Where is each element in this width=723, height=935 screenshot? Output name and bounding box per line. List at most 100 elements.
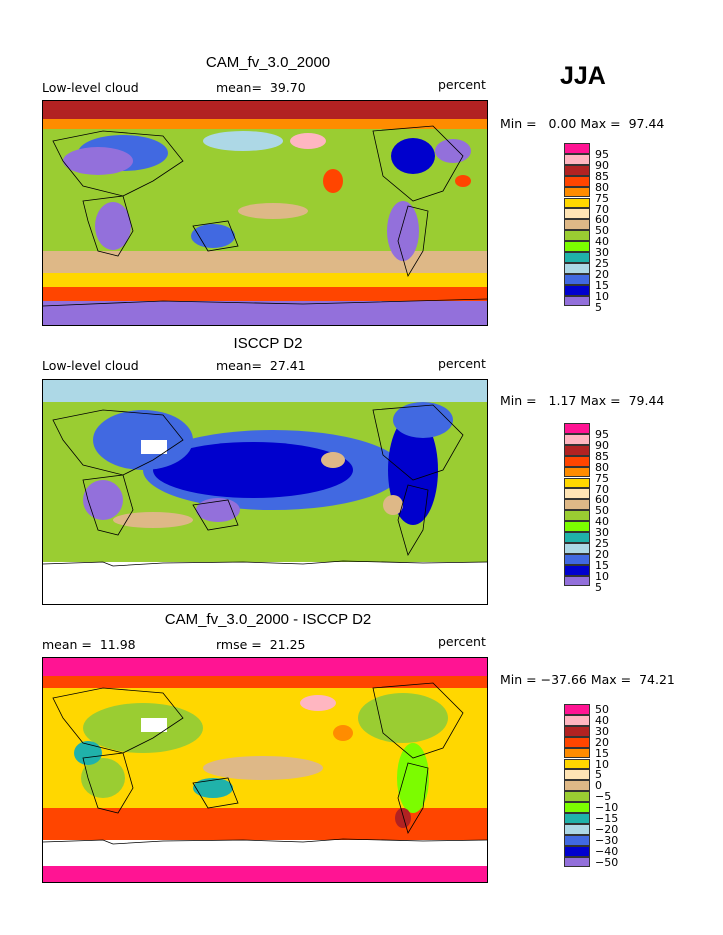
colorbar-swatch	[564, 736, 590, 748]
colorbar-swatch	[564, 802, 590, 813]
colorbar-label: 30	[595, 246, 609, 260]
panel-3-map-field	[43, 658, 487, 882]
colorbar-swatch	[564, 791, 590, 803]
colorbar-swatch	[564, 780, 590, 792]
colorbar-label: 40	[595, 713, 609, 727]
panel-3-rmse: rmse = 21.25	[216, 637, 306, 652]
panel-2-map	[42, 379, 488, 605]
colorbar-swatch	[564, 823, 590, 835]
panel-3-units: percent	[438, 634, 486, 649]
panel-3-minmax: Min = −37.66 Max = 74.21	[500, 672, 675, 687]
colorbar-label: 85	[595, 169, 609, 183]
colorbar-label: 95	[595, 428, 609, 441]
colorbar-swatch	[564, 295, 590, 307]
colorbar-label: 90	[595, 158, 609, 172]
colorbar-label: 20	[595, 547, 609, 561]
colorbar-swatch	[564, 143, 590, 154]
colorbar-label: 40	[595, 235, 609, 249]
panel-2-variable-label: Low-level cloud	[42, 358, 139, 373]
season-label: JJA	[560, 62, 606, 90]
panel-1-variable-label: Low-level cloud	[42, 80, 139, 95]
colorbar-swatch	[564, 553, 590, 565]
colorbar-label: 60	[595, 213, 609, 227]
colorbar-swatch	[564, 532, 590, 543]
panel-2-map-field	[43, 380, 487, 604]
panel-1-units: percent	[438, 77, 486, 92]
colorbar-swatch	[564, 704, 590, 715]
colorbar-swatch	[564, 164, 590, 176]
colorbar-label: 80	[595, 460, 609, 474]
colorbar-swatch	[564, 230, 590, 242]
colorbar-label: 15	[595, 278, 609, 292]
colorbar-label: 5	[595, 580, 602, 594]
colorbar-label: 90	[595, 438, 609, 452]
colorbar-swatch	[564, 813, 590, 824]
colorbar-label: 50	[595, 703, 609, 716]
colorbar-label: 25	[595, 537, 609, 550]
colorbar-label: 85	[595, 449, 609, 463]
colorbar-label: 80	[595, 180, 609, 194]
colorbar-swatch	[564, 521, 590, 532]
colorbar-swatch	[564, 433, 590, 445]
colorbar-label: 50	[595, 224, 609, 238]
colorbar-label: 10	[595, 569, 609, 583]
colorbar-swatch	[564, 769, 590, 781]
panel-1-map	[42, 100, 488, 326]
colorbar-label: −5	[595, 790, 612, 804]
colorbar-label: 40	[595, 515, 609, 529]
colorbar-swatch	[564, 197, 590, 209]
panel-2-minmax: Min = 1.17 Max = 79.44	[500, 393, 665, 408]
colorbar-label: −40	[595, 844, 619, 858]
colorbar-label: 30	[595, 526, 609, 540]
colorbar-label: −50	[595, 855, 619, 869]
panel-1-minmax: Min = 0.00 Max = 97.44	[500, 116, 665, 131]
colorbar-swatch	[564, 575, 590, 587]
colorbar-swatch	[564, 856, 590, 868]
colorbar-label: 70	[595, 202, 609, 216]
colorbar-swatch	[564, 273, 590, 285]
colorbar-label: 20	[595, 735, 609, 749]
panel-3-mean: mean = 11.98	[42, 637, 136, 652]
colorbar-label: 60	[595, 493, 609, 507]
colorbar-swatch	[564, 208, 590, 220]
colorbar-label: 75	[595, 471, 609, 485]
colorbar-label: 10	[595, 289, 609, 303]
colorbar-swatch	[564, 845, 590, 857]
colorbar-swatch	[564, 510, 590, 522]
panel-1-colorbar: 95 90 85 80 75 70 60 50 40 30 25 20 15 1…	[564, 143, 664, 318]
colorbar-label: −15	[595, 812, 619, 825]
colorbar-swatch	[564, 725, 590, 737]
colorbar-label: −30	[595, 833, 619, 847]
panel-1-title: CAM_fv_3.0_2000	[205, 54, 331, 71]
colorbar-swatch	[564, 455, 590, 467]
colorbar-swatch	[564, 444, 590, 456]
colorbar-swatch	[564, 186, 590, 198]
colorbar-label: 70	[595, 482, 609, 496]
panel-2-title: ISCCP D2	[233, 335, 303, 352]
colorbar-label: 5	[595, 300, 602, 314]
colorbar-label: 95	[595, 148, 609, 161]
colorbar-swatch	[564, 834, 590, 846]
colorbar-label: 0	[595, 779, 602, 793]
colorbar-swatch	[564, 488, 590, 500]
colorbar-swatch	[564, 219, 590, 231]
colorbar-label: 30	[595, 724, 609, 738]
panel-3-map	[42, 657, 488, 883]
colorbar-swatch	[564, 499, 590, 511]
colorbar-label: 15	[595, 558, 609, 572]
colorbar-label: 75	[595, 191, 609, 205]
panel-1-mean: mean= 39.70	[216, 80, 306, 95]
colorbar-swatch	[564, 477, 590, 489]
colorbar-swatch	[564, 758, 590, 770]
colorbar-label: 15	[595, 746, 609, 760]
colorbar-swatch	[564, 175, 590, 187]
colorbar-swatch	[564, 466, 590, 478]
colorbar-label: 25	[595, 257, 609, 270]
colorbar-label: 20	[595, 267, 609, 281]
colorbar-swatch	[564, 747, 590, 759]
panel-1-map-field	[43, 101, 487, 325]
colorbar-swatch	[564, 542, 590, 554]
colorbar-swatch	[564, 423, 590, 434]
panel-2-units: percent	[438, 356, 486, 371]
colorbar-swatch	[564, 262, 590, 274]
